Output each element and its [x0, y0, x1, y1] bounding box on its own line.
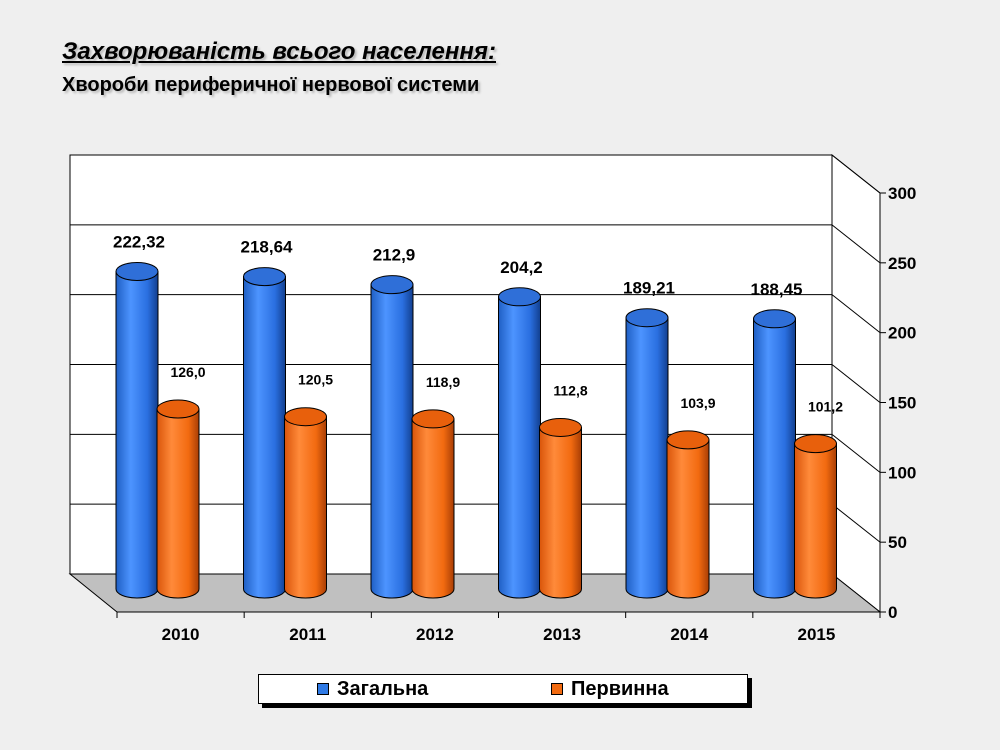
- bar-top: [284, 407, 327, 427]
- data-label: 204,2: [500, 258, 543, 277]
- legend-label-general: Загальна: [337, 677, 429, 700]
- bar-primary: [666, 430, 710, 599]
- y-tick-label: 100: [888, 463, 916, 482]
- x-tick-label: 2012: [416, 625, 454, 644]
- x-tick-label: 2010: [162, 625, 200, 644]
- bar-body: [115, 270, 159, 599]
- legend-swatch-general: [317, 683, 329, 695]
- page-subtitle: Хвороби периферичної нервової системи: [62, 74, 480, 96]
- bar-body: [370, 284, 414, 599]
- legend-item-general: Загальна: [317, 678, 428, 700]
- y-tick-label: 0: [888, 603, 897, 622]
- bar-primary: [284, 407, 327, 599]
- bar-body: [156, 408, 200, 599]
- bar-top: [794, 434, 837, 454]
- bar-top: [156, 399, 200, 419]
- data-label: 103,9: [680, 395, 715, 411]
- bar-body: [753, 318, 796, 599]
- x-tick-label: 2014: [670, 625, 708, 644]
- bar-top: [115, 261, 159, 281]
- bar-body: [625, 317, 669, 599]
- bar-general: [498, 287, 541, 599]
- x-tick-label: 2015: [798, 625, 836, 644]
- y-tick-label: 250: [888, 254, 916, 273]
- data-label: 126,0: [170, 364, 205, 380]
- y-tick-label: 50: [888, 533, 907, 552]
- data-label: 212,9: [373, 246, 416, 265]
- x-tick-label: 2013: [543, 625, 581, 644]
- data-label: 189,21: [623, 279, 675, 298]
- gridline-side: [831, 433, 881, 473]
- page-title: Захворюваність всього населення:: [62, 38, 496, 65]
- bar-body: [411, 418, 455, 599]
- gridline-side: [831, 154, 881, 194]
- data-label: 222,32: [113, 232, 165, 251]
- bar-body: [666, 439, 710, 599]
- bar-top: [370, 275, 414, 295]
- bar-body: [794, 443, 837, 599]
- bar-body: [284, 416, 327, 599]
- bar-top: [666, 430, 710, 450]
- bar-primary: [156, 399, 200, 599]
- y-tick-label: 150: [888, 394, 916, 413]
- y-tick-label: 200: [888, 324, 916, 343]
- y-tick-label: 300: [888, 184, 916, 203]
- bar-general: [753, 309, 796, 599]
- bar-body: [539, 426, 582, 599]
- data-label: 120,5: [298, 372, 333, 388]
- data-label: 118,9: [426, 374, 460, 390]
- bar-general: [625, 308, 669, 599]
- legend-swatch-primary: [551, 683, 563, 695]
- bar-top: [625, 308, 669, 328]
- bar-top: [498, 287, 541, 307]
- legend-item-primary: Первинна: [551, 678, 669, 700]
- bar-general: [115, 261, 159, 599]
- gridline-side: [831, 224, 881, 264]
- bar-top: [539, 417, 582, 437]
- chart-legend: Загальна Первинна: [258, 674, 748, 704]
- data-label: 188,45: [751, 280, 803, 299]
- legend-label-primary: Первинна: [571, 677, 669, 700]
- bar-primary: [539, 417, 582, 599]
- gridline-side: [831, 503, 881, 543]
- bar-top: [753, 309, 796, 329]
- bar-primary: [794, 434, 837, 599]
- data-label: 101,2: [808, 399, 843, 415]
- bar-top: [243, 267, 286, 287]
- bar-body: [498, 296, 541, 599]
- data-label: 112,8: [553, 382, 587, 398]
- bar-top: [411, 409, 455, 429]
- bar-primary: [411, 409, 455, 599]
- bar-general: [243, 267, 286, 599]
- gridline-side: [831, 364, 881, 403]
- bar-body: [243, 276, 286, 599]
- gridline-side: [831, 294, 881, 334]
- x-tick-label: 2011: [289, 625, 326, 644]
- data-label: 218,64: [241, 238, 294, 257]
- bar-general: [370, 275, 414, 599]
